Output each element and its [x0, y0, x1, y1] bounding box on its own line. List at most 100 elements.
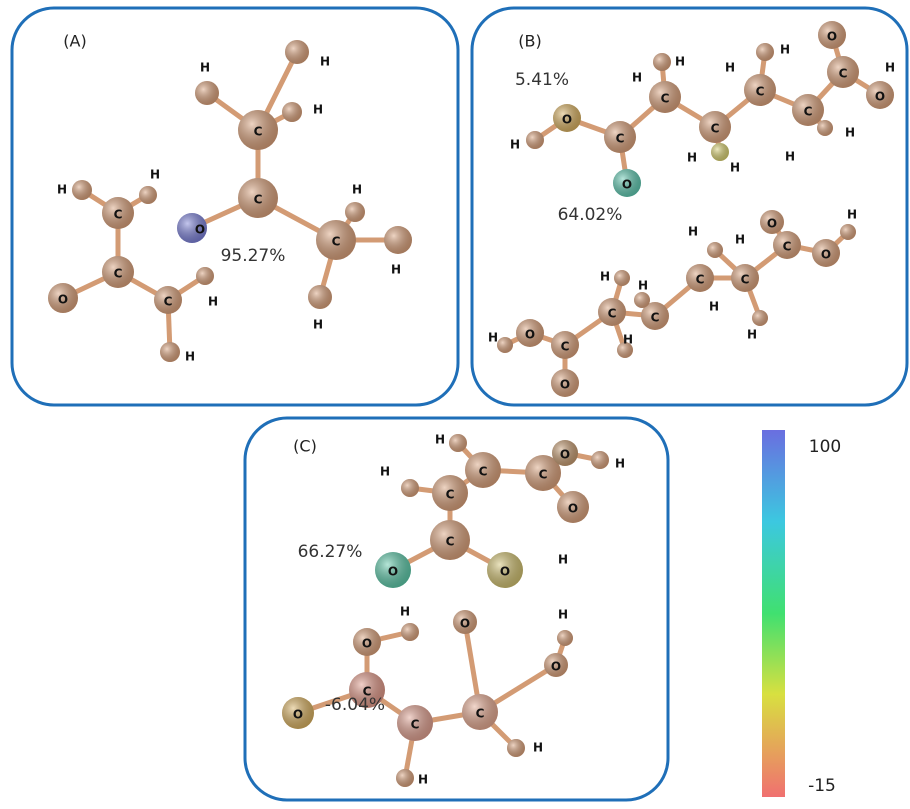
colorbar-label: -15: [808, 776, 836, 796]
atom-label: C: [411, 718, 420, 732]
atom-label: O: [460, 617, 470, 631]
atom-label: O: [562, 113, 572, 127]
atom-label: H: [725, 61, 735, 75]
atom-label: C: [254, 125, 263, 139]
atom-label: O: [560, 448, 570, 462]
atom-label: H: [600, 270, 610, 284]
atom-label: H: [320, 55, 330, 69]
colorbar: [762, 430, 785, 797]
atom-label: H: [688, 225, 698, 239]
atom-label: H: [391, 263, 401, 277]
atom-label: O: [622, 178, 632, 192]
panel-label: (B): [518, 32, 541, 51]
atom-label: H: [675, 55, 685, 69]
atom-label: H: [400, 605, 410, 619]
atom-label: H: [785, 150, 795, 164]
atom-label: C: [804, 105, 813, 119]
atom-label: H: [730, 161, 740, 175]
atom-label: C: [711, 122, 720, 136]
atom-label: O: [525, 328, 535, 342]
atom-shade: [634, 292, 650, 308]
atom-label: O: [560, 378, 570, 392]
atom-label: H: [623, 333, 633, 347]
percentage: 66.27%: [298, 542, 363, 562]
atom-shade: [497, 337, 513, 353]
atom-label: H: [352, 183, 362, 197]
atom-shade: [711, 143, 729, 161]
atom-label: O: [827, 30, 837, 44]
atom-label: H: [150, 168, 160, 182]
atom-label: H: [687, 151, 697, 165]
atom-shade: [196, 267, 214, 285]
atom-label: H: [845, 126, 855, 140]
atom-shade: [653, 53, 671, 71]
percentage: -6.04%: [325, 695, 385, 715]
atom-shade: [591, 451, 609, 469]
atom-label: H: [533, 741, 543, 755]
atom-shade: [384, 226, 412, 254]
atom-label: C: [539, 468, 548, 482]
atom-label: O: [293, 708, 303, 722]
colorbar-label: 100: [809, 437, 841, 457]
atom-shade: [396, 769, 414, 787]
atom-label: H: [558, 553, 568, 567]
atom-label: C: [446, 488, 455, 502]
atom-label: H: [615, 457, 625, 471]
atom-label: C: [114, 208, 123, 222]
atom-label: H: [638, 279, 648, 293]
atom-shade: [308, 285, 332, 309]
atom-label: H: [418, 773, 428, 787]
atom-label: C: [114, 267, 123, 281]
atom-shade: [526, 131, 544, 149]
atom-shade: [756, 43, 774, 61]
atom-shade: [345, 202, 365, 222]
atom-label: C: [741, 273, 750, 287]
atom-label: H: [313, 103, 323, 117]
atom-shade: [557, 630, 573, 646]
atom-shade: [507, 739, 525, 757]
atom-label: H: [632, 71, 642, 85]
atom-label: O: [362, 637, 372, 651]
percentage: 95.27%: [221, 246, 286, 266]
atom-label: C: [696, 273, 705, 287]
atom-label: H: [313, 318, 323, 332]
atom-label: H: [200, 61, 210, 75]
atom-label: H: [488, 331, 498, 345]
atom-shade: [817, 120, 833, 136]
atom-label: C: [608, 307, 617, 321]
atom-label: H: [847, 208, 857, 222]
atom-label: O: [551, 660, 561, 674]
atom-label: C: [756, 85, 765, 99]
percentage: 64.02%: [558, 205, 623, 225]
atom-label: C: [332, 235, 341, 249]
atom-label: O: [195, 223, 205, 237]
atom-shade: [401, 479, 419, 497]
atom-shade: [195, 81, 219, 105]
atom-label: H: [380, 465, 390, 479]
atom-label: H: [558, 608, 568, 622]
panel-frame: [245, 418, 668, 800]
atom-label: C: [479, 465, 488, 479]
atom-label: O: [568, 502, 578, 516]
atom-label: H: [510, 138, 520, 152]
atom-label: H: [747, 328, 757, 342]
atom-label: H: [885, 61, 895, 75]
atom-shade: [139, 186, 157, 204]
atom-label: H: [735, 233, 745, 247]
atom-shade: [401, 623, 419, 641]
atom-label: H: [185, 350, 195, 364]
atom-label: C: [476, 707, 485, 721]
percentage: 5.41%: [515, 70, 569, 90]
atom-label: C: [561, 340, 570, 354]
atom-label: O: [875, 90, 885, 104]
atom-label: H: [435, 433, 445, 447]
atom-label: H: [208, 295, 218, 309]
atom-shade: [285, 40, 309, 64]
panel-label: (A): [63, 32, 86, 51]
atom-shade: [614, 270, 630, 286]
atom-shade: [840, 224, 856, 240]
atom-shade: [160, 342, 180, 362]
atom-label: H: [780, 43, 790, 57]
atom-label: O: [767, 217, 777, 231]
atom-label: C: [254, 193, 263, 207]
